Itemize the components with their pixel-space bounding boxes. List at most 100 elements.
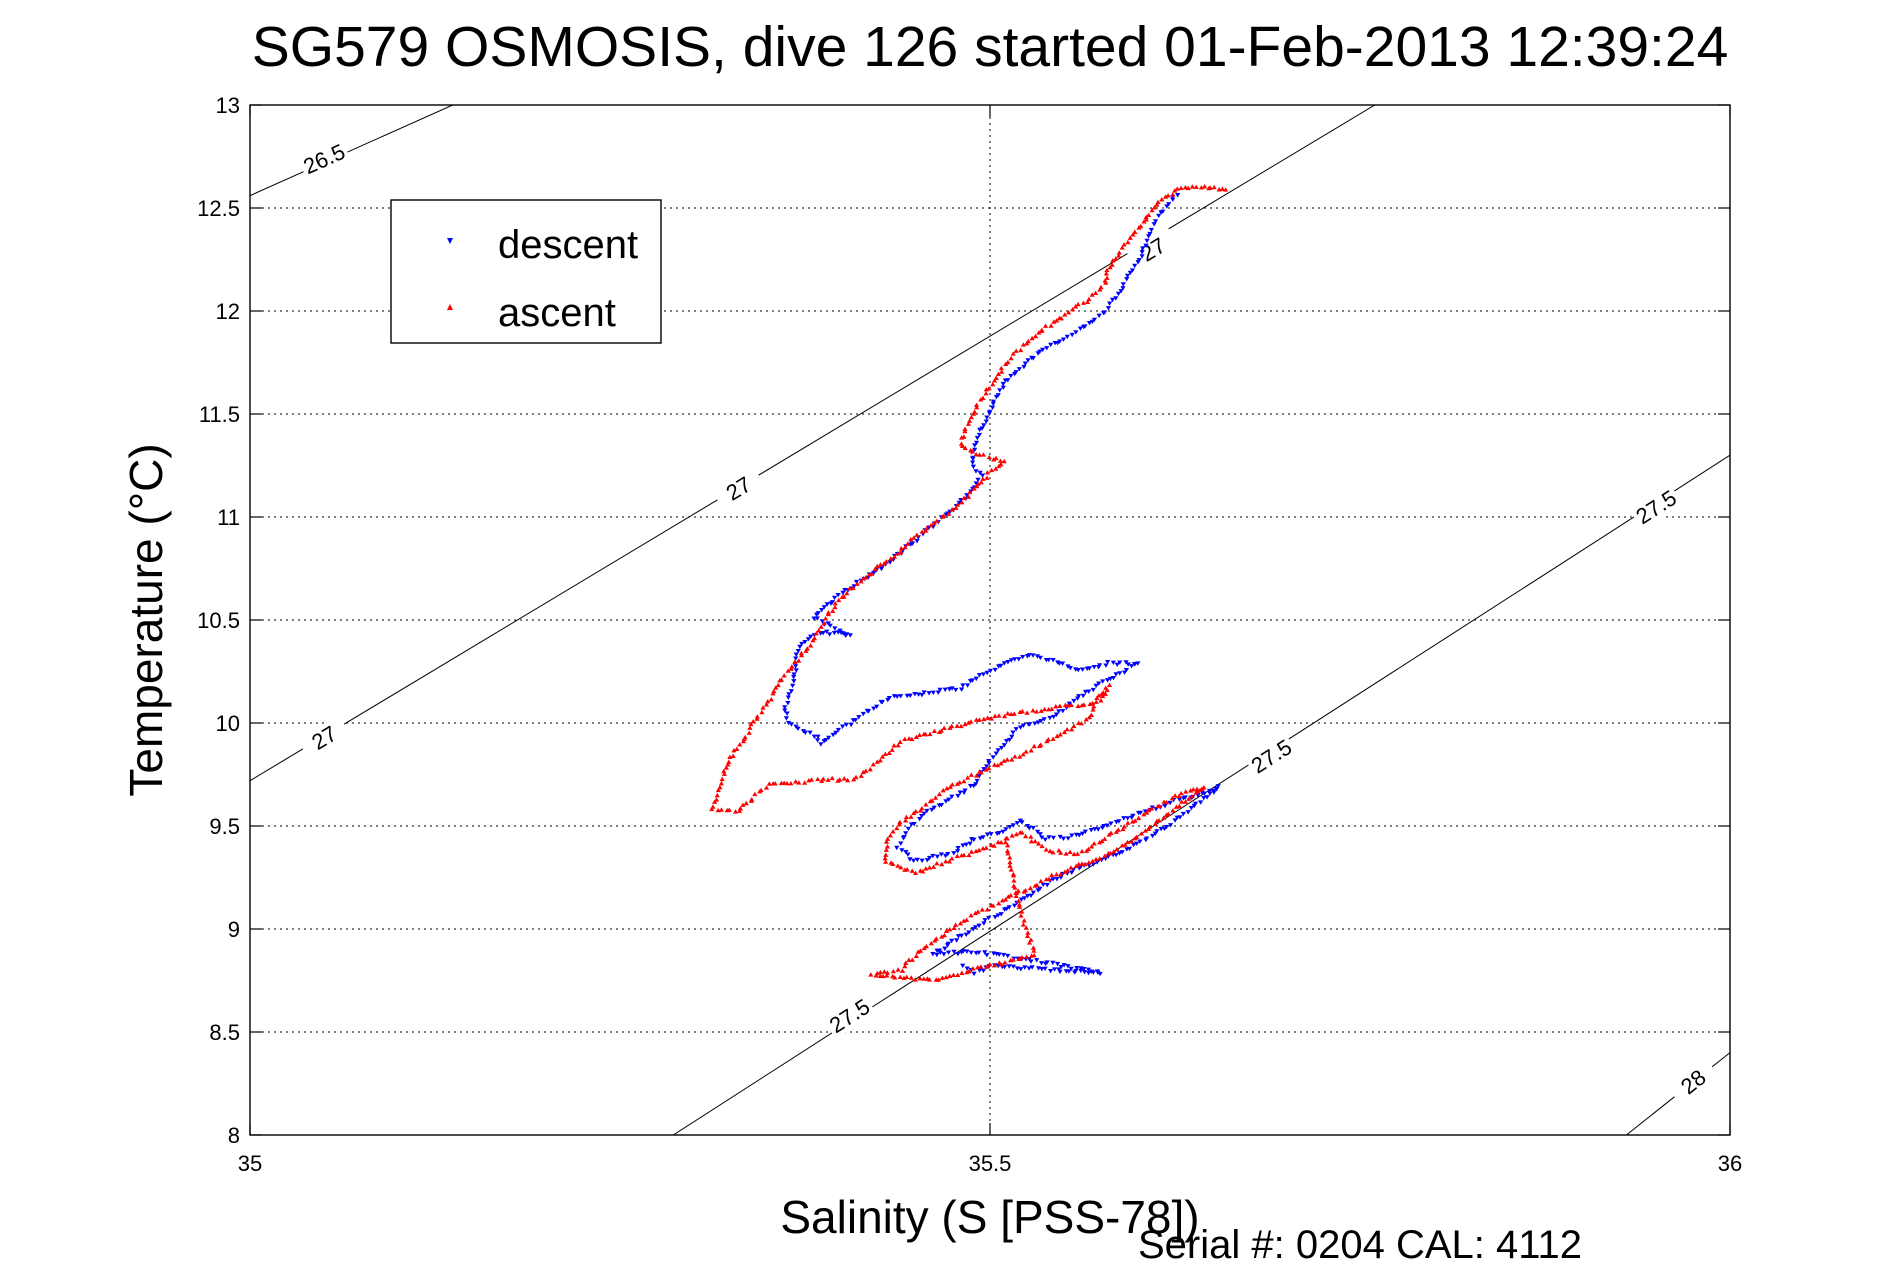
descent-point [964,949,970,954]
ascent-point [793,779,799,784]
ascent-point [998,760,1004,766]
ascent-point [713,797,720,802]
ascent-point [905,541,911,546]
descent-point [938,852,944,857]
ascent-point [1048,323,1054,328]
ascent-point [909,736,915,742]
ascent-point [947,926,953,932]
ascent-point [1033,709,1040,714]
ascent-point [1027,885,1034,891]
ascent-point [1050,736,1056,741]
ascent-point [850,585,856,591]
ascent-point [997,458,1004,463]
descent-point [987,668,994,674]
descent-point [946,797,952,803]
ascent-point [763,785,770,790]
descent-point [964,966,970,971]
ascent-point [754,714,760,719]
ascent-point [1005,710,1011,716]
ascent-point [723,765,729,770]
descent-point [973,676,979,682]
ascent-point [901,975,907,981]
ascent-point [897,819,903,825]
descent-point [1035,720,1041,725]
descent-point [1072,970,1078,975]
descent-point [957,790,963,795]
serial-cal-footnote: Serial #: 0204 CAL: 4112 [1138,1223,1582,1262]
ascent-point [962,428,968,434]
ascent-point [921,976,927,981]
ascent-point [714,792,720,798]
descent-point [995,748,1001,753]
ascent-point [912,977,918,982]
descent-point [1020,723,1026,728]
descent-point [785,701,791,706]
descent-point [791,679,797,684]
ascent-point [1090,700,1096,706]
descent-point [1094,860,1100,865]
descent-point [919,692,925,698]
y-tick-label: 11 [217,505,240,530]
descent-point [1057,834,1063,840]
descent-point [972,447,978,453]
ascent-point [732,809,739,814]
descent-point [993,751,999,756]
descent-point [793,656,799,661]
ascent-point [976,847,982,853]
ascent-point [829,775,835,781]
ascent-point [822,616,829,621]
ascent-point [902,963,908,969]
ascent-point [954,781,961,786]
ascent-point [984,907,991,912]
descent-point [1008,658,1014,663]
ascent-point [1019,954,1025,960]
ascent-point [991,843,997,848]
descent-point [879,700,885,705]
ascent-point [1173,804,1179,809]
ascent-point [1149,806,1155,811]
ascent-point [726,807,732,812]
ascent-point [1090,707,1096,712]
ascent-point [877,757,883,763]
descent-point [1118,289,1124,294]
descent-point [979,473,986,478]
ascent-point [1079,848,1085,854]
descent-point [908,822,915,827]
ascent-point [1138,831,1145,836]
descent-point [949,686,955,691]
descent-point [788,722,795,727]
ascent-point [844,590,850,596]
ascent-point [1054,318,1060,323]
descent-point [1129,664,1135,669]
descent-point [1021,896,1028,901]
ascent-point [961,918,967,923]
descent-point [1018,967,1024,972]
descent-point [1137,839,1143,844]
descent-point [824,602,830,607]
ascent-point [1179,799,1185,804]
ascent-point [1125,239,1131,245]
descent-point [785,695,791,700]
isopycnal-label-bg [297,137,351,180]
ascent-point [740,738,747,744]
descent-point [912,691,918,697]
descent-point [1113,296,1119,301]
descent-point [919,858,925,864]
ascent-point [731,747,737,753]
descent-point [802,730,808,736]
descent-point [976,673,983,678]
ascent-point [1032,838,1038,844]
descent-point [1079,831,1086,837]
descent-point [1003,739,1010,744]
descent-point [830,732,836,738]
ascent-point [881,969,887,974]
descent-point [1115,291,1122,297]
ascent-point [1103,280,1109,285]
descent-point [1144,238,1150,244]
descent-point [1063,969,1069,974]
ascent-point [772,781,778,786]
ascent-point [721,771,728,776]
ascent-point [949,507,955,512]
descent-point [1006,964,1012,969]
descent-point [1068,966,1074,972]
